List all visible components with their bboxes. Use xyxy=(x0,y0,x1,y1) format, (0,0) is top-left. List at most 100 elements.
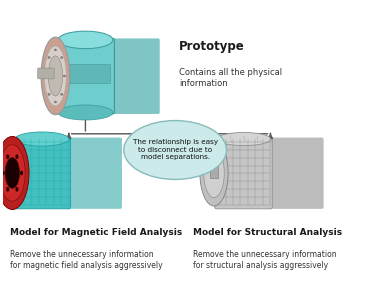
FancyBboxPatch shape xyxy=(13,138,71,209)
Point xyxy=(66,156,71,160)
Point xyxy=(223,137,228,140)
Point xyxy=(13,172,18,175)
FancyBboxPatch shape xyxy=(59,64,110,83)
Point xyxy=(268,156,273,160)
Point xyxy=(231,137,235,140)
Point xyxy=(215,164,219,167)
Point xyxy=(66,137,71,140)
Point xyxy=(223,204,228,207)
Point xyxy=(215,156,219,160)
Point xyxy=(238,137,243,140)
Point xyxy=(13,203,18,206)
Point xyxy=(215,179,219,183)
Point xyxy=(215,195,219,199)
Line: 2 pts: 2 pts xyxy=(244,136,245,142)
Ellipse shape xyxy=(16,154,19,159)
Point xyxy=(268,187,273,191)
Ellipse shape xyxy=(5,158,19,188)
Point xyxy=(216,204,220,207)
FancyBboxPatch shape xyxy=(38,68,54,79)
Point xyxy=(268,137,272,140)
Ellipse shape xyxy=(58,31,113,49)
Ellipse shape xyxy=(217,133,271,146)
Point xyxy=(29,137,33,140)
Ellipse shape xyxy=(2,171,5,175)
Point xyxy=(66,203,71,206)
Point xyxy=(256,140,260,144)
Circle shape xyxy=(54,49,57,51)
Line: 2 pts: 2 pts xyxy=(257,136,258,142)
Point xyxy=(59,204,63,207)
Point xyxy=(268,204,272,207)
Point xyxy=(260,204,265,207)
Point xyxy=(269,140,274,144)
Point xyxy=(241,134,246,137)
Point xyxy=(29,204,33,207)
Ellipse shape xyxy=(0,136,29,209)
Point xyxy=(13,148,18,152)
Point xyxy=(215,187,219,191)
Ellipse shape xyxy=(58,105,113,120)
FancyBboxPatch shape xyxy=(56,38,114,114)
Point xyxy=(13,195,18,199)
Point xyxy=(66,164,71,167)
Point xyxy=(228,134,233,137)
Point xyxy=(13,164,18,167)
Circle shape xyxy=(48,57,50,59)
Point xyxy=(66,195,71,199)
FancyBboxPatch shape xyxy=(64,138,122,209)
Point xyxy=(215,203,219,206)
Circle shape xyxy=(54,101,57,103)
Point xyxy=(245,204,250,207)
Point xyxy=(14,204,19,207)
Text: Contains all the physical
information: Contains all the physical information xyxy=(179,68,282,88)
Point xyxy=(268,203,273,206)
Point xyxy=(253,204,258,207)
Point xyxy=(215,172,219,175)
Ellipse shape xyxy=(48,56,63,96)
Point xyxy=(268,164,273,167)
Point xyxy=(268,195,273,199)
Text: Remove the unnecessary information
for magnetic field analysis aggressively: Remove the unnecessary information for m… xyxy=(10,250,163,270)
Point xyxy=(44,204,49,207)
Point xyxy=(253,137,258,140)
Point xyxy=(255,134,260,137)
Point xyxy=(59,137,63,140)
Point xyxy=(215,140,219,144)
Line: 2 pts: 2 pts xyxy=(230,136,231,142)
Text: The relationship is easy
to disconnect due to
model separations.: The relationship is easy to disconnect d… xyxy=(133,140,218,160)
Point xyxy=(51,204,56,207)
Point xyxy=(51,137,56,140)
Ellipse shape xyxy=(44,46,66,106)
Point xyxy=(44,137,49,140)
Point xyxy=(66,172,71,175)
Ellipse shape xyxy=(200,140,228,206)
FancyBboxPatch shape xyxy=(215,138,272,209)
Circle shape xyxy=(63,75,66,77)
Circle shape xyxy=(60,93,63,95)
Point xyxy=(36,137,41,140)
Point xyxy=(268,172,273,175)
Point xyxy=(36,204,41,207)
Point xyxy=(229,140,234,144)
Ellipse shape xyxy=(204,148,224,198)
Point xyxy=(216,140,220,144)
Text: Prototype: Prototype xyxy=(179,40,245,53)
Point xyxy=(66,204,71,207)
Point xyxy=(14,137,19,140)
Ellipse shape xyxy=(6,154,9,159)
Point xyxy=(13,140,18,144)
Circle shape xyxy=(45,75,48,77)
Point xyxy=(215,134,219,137)
Circle shape xyxy=(48,93,50,95)
Point xyxy=(238,204,243,207)
Point xyxy=(245,137,250,140)
Ellipse shape xyxy=(6,187,9,192)
Point xyxy=(268,140,273,144)
Line: 2 pts: 2 pts xyxy=(217,136,218,142)
Point xyxy=(66,140,71,144)
Text: Model for Structural Analysis: Model for Structural Analysis xyxy=(193,228,343,237)
FancyBboxPatch shape xyxy=(101,38,160,114)
Point xyxy=(268,179,273,183)
Point xyxy=(268,134,273,137)
